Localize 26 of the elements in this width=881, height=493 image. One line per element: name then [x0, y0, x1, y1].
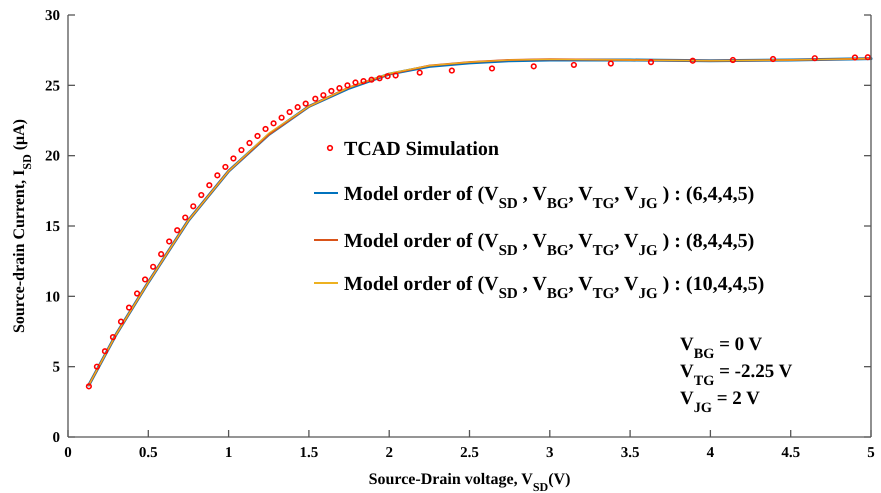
annotation: V$_{BG}$ = 0 V [680, 334, 763, 362]
y-tick-label: 5 [52, 360, 60, 376]
text: Model order of (V$_{SD}$ , V$_{BG}$, V$_{TG}$, V$_{JG}$ ) : (8,4,4,5) [344, 230, 754, 259]
y-tick-label: 20 [45, 148, 60, 165]
text: Model order of (V$_{SD}$ , V$_{BG}$, V$_{TG}$, V$_{JG}$ ) : (10,4,4,5) [344, 273, 764, 302]
x-tick-label: 4.5 [781, 445, 800, 461]
annotation: V$_{JG}$ = 2 V [680, 388, 760, 416]
y-tick-label: 10 [45, 289, 60, 306]
x-tick-label: 3 [546, 445, 554, 461]
x-tick-label: 5 [867, 445, 875, 461]
legend-label: TCAD Simulation [344, 138, 500, 160]
x-tick-label: 0.5 [138, 445, 158, 461]
y-tick-label: 15 [45, 219, 60, 235]
text: Model order of (V$_{SD}$ , V$_{BG}$, V$_{TG}$, V$_{JG}$ ) : (6,4,4,5) [344, 183, 754, 212]
x-tick-label: 4 [706, 445, 715, 461]
x-tick-label: 3.5 [620, 445, 640, 461]
x-tick-label: 1.5 [300, 445, 318, 461]
y-tick-label: 30 [45, 8, 60, 24]
x-tick-label: 0 [64, 445, 72, 461]
annotation: V$_{TG}$ = -2.25 V [680, 361, 793, 389]
y-tick-label: 0 [52, 430, 60, 446]
x-tick-label: 1 [224, 445, 232, 461]
x-tick-label: 2 [385, 445, 393, 461]
x-tick-label: 2.5 [460, 445, 479, 461]
x-axis-title: Source-Drain voltage, V$_{SD}$(V) [368, 471, 570, 493]
y-tick-label: 25 [45, 78, 60, 94]
